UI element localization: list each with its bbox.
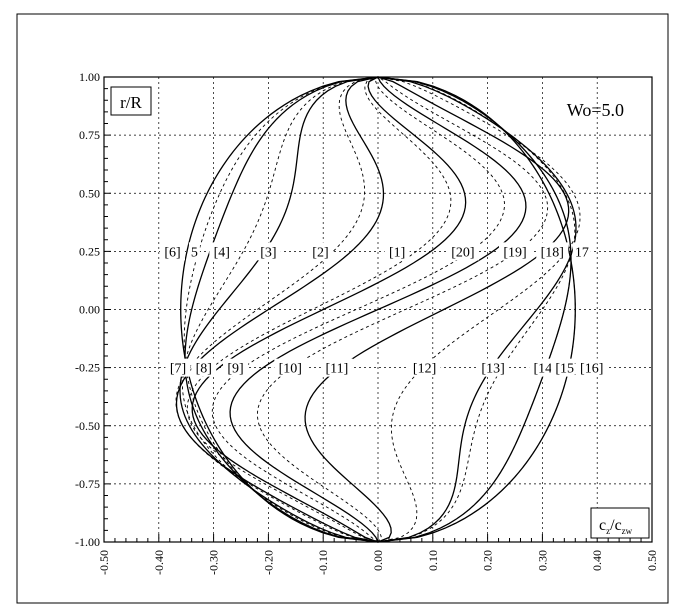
curve-label: [16] bbox=[580, 362, 603, 377]
curve-label: [7] bbox=[170, 362, 186, 377]
x-tick-label: -0.20 bbox=[261, 550, 275, 575]
curve-layer bbox=[175, 76, 581, 543]
series-dashed-curve bbox=[183, 76, 379, 543]
curve-label-bg bbox=[499, 242, 531, 261]
x-tick-label: -0.10 bbox=[316, 550, 330, 575]
x-axis-label-box: cz/czw bbox=[590, 507, 650, 539]
y-tick-label: -0.25 bbox=[75, 361, 100, 375]
series-dashed-curve bbox=[211, 76, 505, 543]
x-tick-label: -0.50 bbox=[97, 550, 111, 575]
curve-label-bg bbox=[446, 242, 479, 261]
curve-label: [3] bbox=[260, 245, 276, 260]
curve-label-bg bbox=[572, 242, 591, 261]
curve-label-bg bbox=[160, 242, 185, 261]
y-tick-label: -0.50 bbox=[75, 419, 100, 433]
x-label-den: c bbox=[615, 517, 622, 534]
curve-label: [9] bbox=[227, 362, 243, 377]
curve-label-bg bbox=[165, 358, 191, 377]
axis-ticks: -0.50 -0.40 -0.30 -0.20 -0.10 0.00 0.10 0.20 0.3… bbox=[75, 70, 659, 575]
y-tick-label: -0.75 bbox=[75, 477, 100, 491]
curve-label-bg bbox=[477, 358, 510, 377]
x-tick-label: 0.10 bbox=[426, 550, 440, 571]
series-dashed-curve bbox=[257, 76, 549, 543]
curve-label: [13] bbox=[481, 362, 504, 377]
y-tick-label: 0.00 bbox=[79, 303, 100, 317]
curve-label: [19] bbox=[503, 245, 526, 260]
series-solid-curve bbox=[377, 76, 576, 543]
curve-label: 5 bbox=[191, 245, 198, 260]
curve-label-bg bbox=[384, 242, 410, 261]
curve-label: [18] bbox=[541, 245, 564, 260]
curve-label-bg bbox=[188, 242, 200, 261]
y-tick-label: 0.50 bbox=[79, 186, 100, 200]
curve-label: [2] bbox=[312, 245, 328, 260]
series-dashed-curve bbox=[181, 76, 379, 543]
series-solid-curve bbox=[377, 76, 572, 543]
y-tick-label: 0.75 bbox=[79, 128, 100, 142]
y-tick-label: -1.00 bbox=[75, 535, 100, 549]
series-solid-curve bbox=[180, 76, 379, 543]
curve-label: [8] bbox=[196, 362, 212, 377]
curve-label-bg bbox=[209, 242, 235, 261]
curve-label-bg bbox=[191, 358, 217, 377]
x-label-num-sub: z bbox=[606, 526, 610, 536]
x-tick-label: -0.30 bbox=[207, 550, 221, 575]
curve-label-bg bbox=[408, 358, 441, 377]
series-solid-curve bbox=[184, 76, 379, 543]
x-tick-label: 0.30 bbox=[535, 550, 549, 571]
series-solid-curve bbox=[304, 76, 570, 543]
curve-label: [14] bbox=[533, 362, 556, 377]
series-solid-curve bbox=[191, 76, 467, 543]
series-dashed-curve bbox=[186, 76, 452, 543]
x-label-den-sub: zw bbox=[622, 526, 633, 536]
outer-frame bbox=[16, 13, 669, 604]
series-solid-curve bbox=[377, 76, 577, 543]
curve-label-bg bbox=[551, 358, 584, 377]
curve-label-bg bbox=[320, 358, 353, 377]
curve-label-bg bbox=[255, 242, 281, 261]
curve-labels: [6] 5 [4] [3] [2] [1] [20] [19] [18] 17 [7] [8] [9] [… bbox=[160, 242, 608, 377]
y-tick-label: 0.25 bbox=[79, 244, 100, 258]
curve-label: 17 bbox=[575, 245, 589, 260]
curve-label-bg bbox=[223, 358, 249, 377]
curve-label: [4] bbox=[214, 245, 230, 260]
y-axis-label-box: r/R bbox=[110, 86, 152, 116]
curve-label: [12] bbox=[413, 362, 436, 377]
y-tick-label: 1.00 bbox=[79, 70, 100, 84]
curve-label-bg bbox=[307, 242, 333, 261]
series-solid-curve bbox=[179, 76, 379, 543]
x-tick-label: -0.40 bbox=[152, 550, 166, 575]
wo-annotation: Wo=5.0 bbox=[567, 100, 624, 120]
y-axis-label: r/R bbox=[120, 93, 142, 112]
series-solid-curve bbox=[229, 76, 527, 543]
x-tick-label: 0.40 bbox=[590, 550, 604, 571]
x-tick-label: 0.50 bbox=[645, 550, 659, 571]
svg-text:cz/czw: cz/czw bbox=[599, 517, 633, 536]
x-tick-label: 0.00 bbox=[371, 550, 385, 571]
curve-label: [6] bbox=[164, 245, 180, 260]
x-label-num: c bbox=[599, 517, 606, 534]
curve-label-bg bbox=[536, 242, 569, 261]
curve-label: [1] bbox=[389, 245, 405, 260]
curve-label-bg bbox=[274, 358, 307, 377]
series-dashed-curve bbox=[377, 76, 581, 543]
curve-label: [15] bbox=[555, 362, 578, 377]
curve-label: [20] bbox=[451, 245, 474, 260]
curve-label: [10] bbox=[279, 362, 302, 377]
curve-label: [11] bbox=[325, 362, 348, 377]
curve-label-bg bbox=[575, 358, 608, 377]
x-tick-label: 0.20 bbox=[481, 550, 495, 571]
